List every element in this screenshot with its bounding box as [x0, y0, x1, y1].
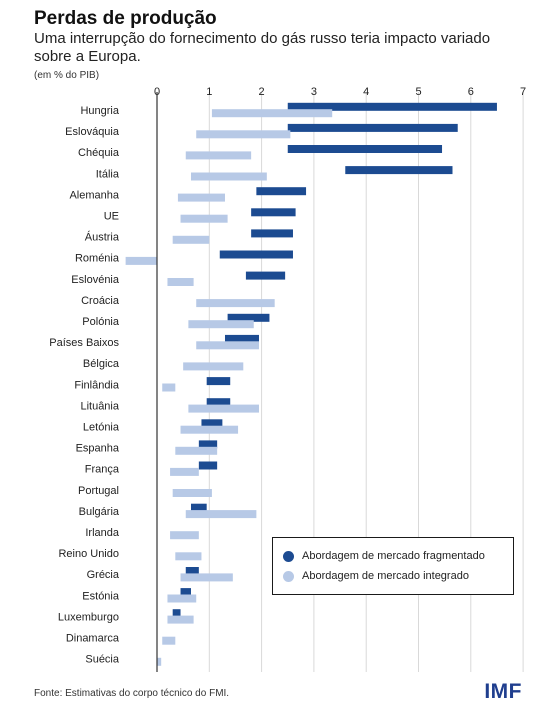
bar-integrated — [172, 489, 212, 497]
category-label: Grécia — [87, 569, 120, 581]
imf-logo: IMF — [484, 680, 522, 703]
unit-note: (em % do PIB) — [34, 70, 100, 81]
bar-integrated — [185, 151, 252, 160]
chart-subtitle: Uma interrupção do fornecimento do gás r… — [34, 30, 491, 65]
bar-integrated — [162, 383, 176, 392]
category-label: Irlanda — [85, 527, 120, 539]
bar-fragmented — [190, 503, 207, 512]
bar-fragmented — [245, 271, 286, 280]
bar-integrated — [167, 278, 194, 286]
bar-integrated — [190, 172, 267, 181]
bar-integrated — [170, 467, 199, 476]
category-label: Polónia — [82, 316, 120, 328]
bar-integrated — [175, 552, 202, 561]
category-label: Roménia — [75, 253, 120, 265]
x-tick-label: 4 — [363, 86, 369, 98]
legend-item-fragmented: Abordagem de mercado fragmentado — [283, 548, 485, 564]
x-tick-label: 7 — [520, 86, 526, 98]
bar-fragmented — [172, 609, 181, 618]
bar-fragmented — [227, 313, 270, 322]
category-label: Portugal — [78, 485, 119, 497]
bar-fragmented — [256, 187, 307, 196]
category-label: Dinamarca — [66, 633, 120, 645]
bar-integrated — [172, 235, 210, 244]
category-label: Letónia — [83, 422, 120, 434]
bar-fragmented — [180, 588, 191, 597]
x-tick-label: 1 — [206, 86, 212, 98]
category-label: Hungria — [80, 105, 119, 117]
category-label: Bélgica — [83, 358, 120, 370]
bar-fragmented — [185, 567, 199, 575]
bar-fragmented — [287, 145, 443, 153]
bar-fragmented — [206, 377, 231, 386]
bar-fragmented — [219, 250, 293, 259]
bar-integrated — [162, 636, 176, 645]
category-label: Eslováquia — [65, 126, 120, 138]
category-label: Chéquia — [78, 147, 120, 159]
bar-integrated — [167, 615, 194, 624]
label-layer: 01234567HungriaEslováquiaChéquiaItáliaAl… — [49, 86, 526, 672]
bar-integrated — [177, 193, 225, 202]
bar-integrated — [157, 657, 162, 666]
legend-swatch-fragmented — [283, 550, 294, 562]
legend-label-fragmented: Abordagem de mercado fragmentado — [302, 550, 485, 562]
x-tick-label: 3 — [311, 86, 317, 98]
category-label: UE — [104, 211, 119, 223]
category-label: Croácia — [81, 295, 120, 307]
category-label: Itália — [96, 168, 120, 180]
category-label: Lituânia — [80, 400, 119, 412]
category-label: Espanha — [76, 443, 120, 455]
category-label: Áustria — [85, 231, 120, 244]
bar-fragmented — [224, 334, 259, 343]
category-label: Finlândia — [74, 379, 120, 391]
bar-integrated — [180, 425, 239, 434]
category-label: Bulgária — [79, 506, 120, 518]
x-tick-label: 5 — [415, 86, 421, 98]
legend-swatch-integrated — [283, 570, 294, 582]
bar-fragmented — [287, 123, 458, 132]
bar-fragmented — [198, 461, 218, 470]
category-label: Países Baixos — [49, 337, 119, 349]
x-tick-label: 2 — [259, 86, 265, 98]
category-label: Estónia — [82, 590, 120, 602]
bar-integrated — [185, 510, 257, 519]
source-note: Fonte: Estimativas do corpo técnico do F… — [34, 688, 230, 699]
bar-integrated — [183, 362, 244, 371]
category-label: Alemanha — [69, 189, 119, 201]
bar-fragmented — [251, 208, 296, 217]
legend-label-integrated: Abordagem de mercado integrado — [302, 570, 469, 582]
bar-integrated — [196, 341, 259, 350]
bar-integrated — [180, 214, 228, 223]
bar-integrated — [175, 446, 218, 455]
bar-integrated — [188, 404, 259, 413]
bar-integrated — [211, 109, 333, 118]
legend: Abordagem de mercado fragmentado Abordag… — [272, 537, 514, 595]
chart-title: Perdas de produção — [34, 8, 217, 29]
bar-fragmented — [287, 102, 497, 111]
category-label: Luxemburgo — [58, 611, 119, 623]
bar-integrated — [180, 573, 233, 582]
bar-integrated — [196, 299, 275, 308]
bar-integrated — [167, 594, 197, 603]
category-label: Eslovénia — [71, 274, 120, 286]
bar-fragmented — [251, 229, 293, 238]
category-label: Reino Unido — [58, 548, 119, 560]
category-label: França — [85, 464, 120, 476]
bar-fragmented — [201, 419, 223, 428]
bar-integrated — [125, 256, 157, 265]
x-tick-label: 6 — [468, 86, 474, 98]
bar-layer — [125, 102, 497, 666]
bar-integrated — [170, 531, 199, 540]
bar-fragmented — [345, 166, 453, 175]
bar-fragmented — [206, 398, 231, 407]
category-label: Suécia — [85, 654, 120, 666]
legend-item-integrated: Abordagem de mercado integrado — [283, 568, 469, 584]
bar-integrated — [188, 320, 254, 329]
bar-integrated — [196, 130, 291, 139]
bar-fragmented — [198, 440, 218, 449]
